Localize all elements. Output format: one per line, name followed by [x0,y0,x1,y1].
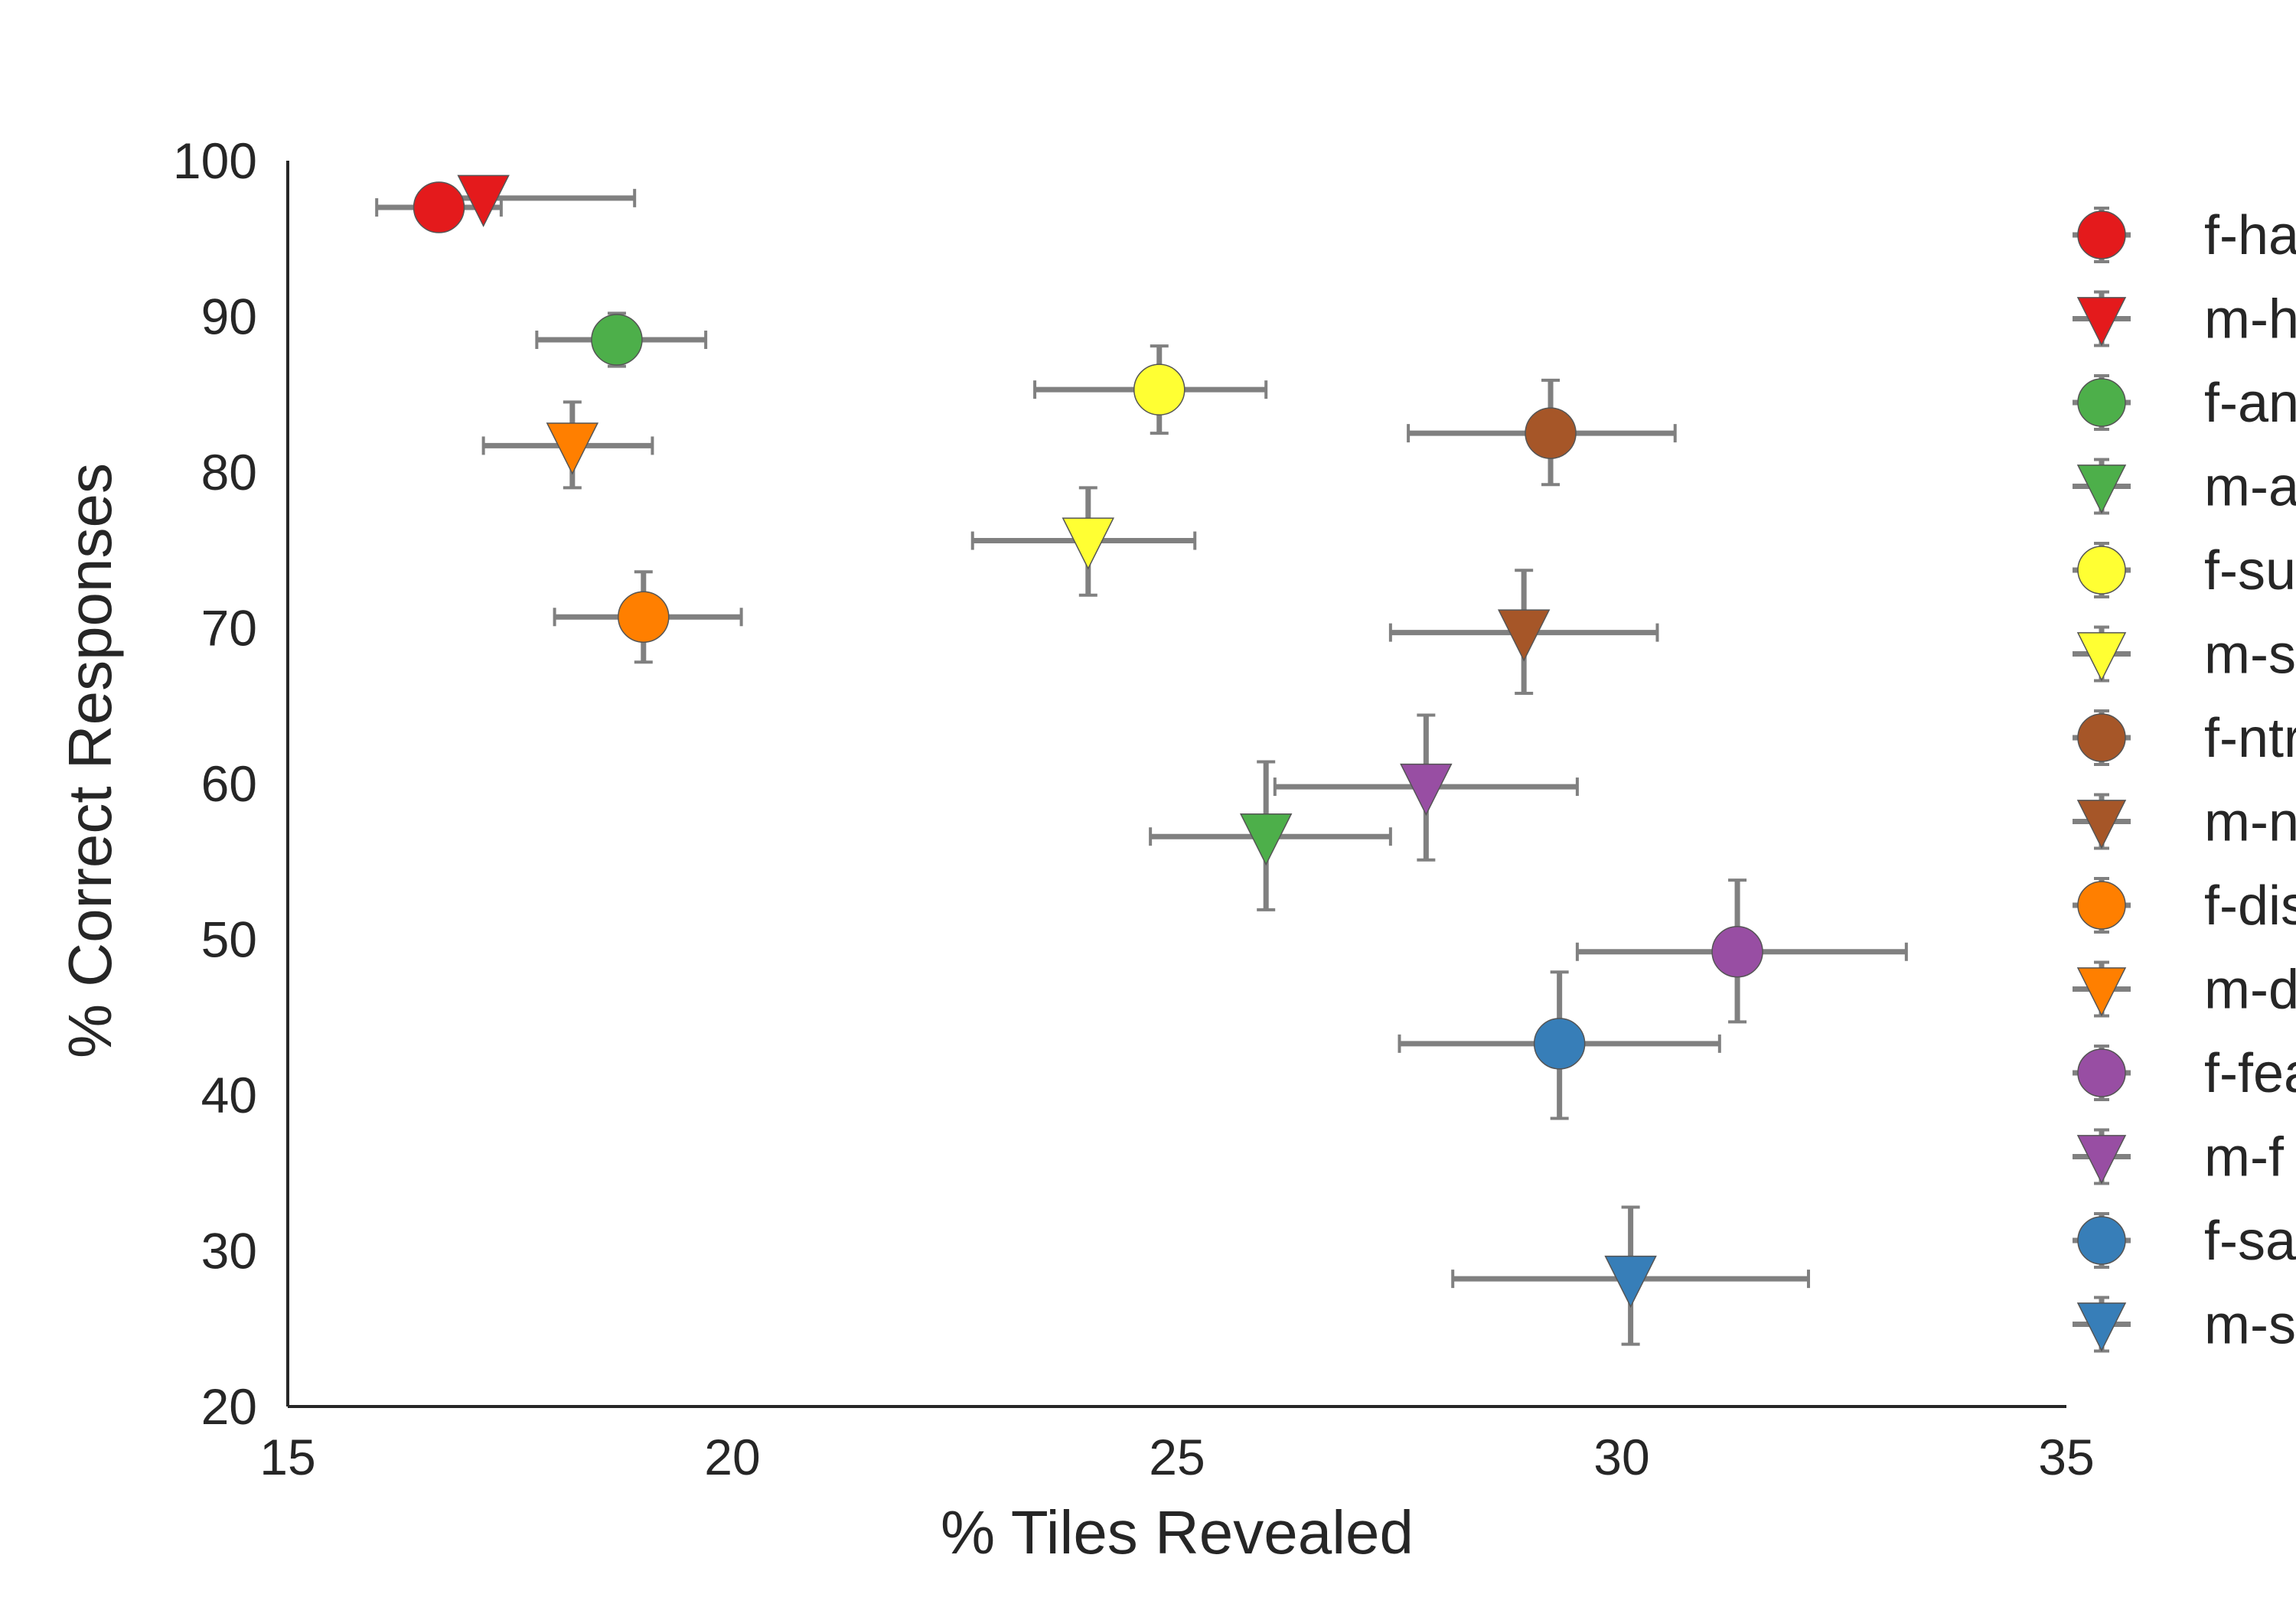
triangle-marker [2076,632,2127,682]
triangle-marker [546,422,599,475]
triangle-marker [1497,609,1551,662]
legend-item: m-f [2073,1127,2285,1188]
triangle-marker [2076,967,2127,1017]
circle-marker [2077,1216,2126,1265]
legend-label: f-an [2204,373,2296,434]
circle-marker [1711,926,1763,978]
y-tick-label: 100 [173,132,257,189]
circle-marker [1533,1018,1586,1070]
legend-item: m-a [2073,457,2296,518]
y-tick-label: 90 [201,288,257,345]
triangle-marker [2076,1135,2127,1185]
y-tick-label: 60 [201,755,257,812]
y-tick-labels: 20 30 40 50 60 70 80 90 100 [173,132,257,1435]
circle-marker [2077,1048,2126,1097]
legend-label: m-d [2204,960,2296,1021]
axes [286,161,2066,1408]
triangle-marker [1604,1255,1657,1309]
legend-label: m-s [2204,624,2296,686]
legend-label: m-s [2204,1295,2296,1356]
circle-marker [1525,407,1577,459]
y-tick-label: 80 [201,444,257,500]
legend-item: m-n [2073,792,2296,853]
legend-item: f-ha [2073,205,2296,266]
x-tick-label: 15 [259,1429,315,1485]
circle-marker [2077,210,2126,259]
triangle-marker [2076,464,2127,514]
triangle-marker [2076,297,2127,347]
legend-label: m-h [2204,289,2296,350]
triangle-marker [2076,1302,2127,1352]
legend-label: f-fea [2204,1043,2296,1104]
legend-label: f-su [2204,540,2296,601]
circle-marker [2077,713,2126,762]
legend-item: m-d [2073,960,2296,1021]
circle-marker [2077,378,2126,427]
circle-marker [2077,881,2126,930]
triangle-marker [457,174,510,227]
legend-label: f-ha [2204,205,2296,266]
circle-marker [2077,546,2126,595]
x-tick-label: 35 [2038,1429,2094,1485]
circle-marker [591,314,643,366]
circle-marker [618,591,670,644]
triangle-marker [1400,763,1453,817]
x-tick-label: 30 [1593,1429,1649,1485]
x-axis-title: % Tiles Revealed [941,1498,1414,1566]
y-tick-label: 70 [201,600,257,657]
triangle-marker [2076,800,2127,849]
legend-item: f-dis [2073,875,2296,937]
legend: f-ha m-h f-an m-a f-su m-s f-ntr m-n f-dis m-d f-f… [2073,205,2296,1356]
x-tick-labels: 15 20 25 30 35 [259,1429,2094,1485]
legend-label: f-ntr [2204,708,2296,769]
legend-item: f-ntr [2073,708,2296,769]
legend-item: f-fea [2073,1043,2296,1104]
y-axis-title: % Correct Responses [56,463,124,1058]
legend-item: m-s [2073,624,2296,686]
legend-label: m-f [2204,1127,2285,1188]
legend-label: f-dis [2204,875,2296,937]
y-tick-label: 40 [201,1067,257,1123]
legend-item: f-an [2073,373,2296,434]
x-tick-label: 20 [704,1429,760,1485]
legend-item: m-s [2073,1295,2296,1356]
legend-item: m-h [2073,289,2296,350]
legend-label: m-a [2204,457,2296,518]
y-tick-label: 30 [201,1223,257,1279]
x-tick-label: 25 [1149,1429,1205,1485]
circle-marker [413,181,465,233]
legend-item: f-sa [2073,1211,2296,1272]
circle-marker [1133,363,1186,416]
legend-label: f-sa [2204,1211,2296,1272]
data-markers [413,174,1763,1309]
y-tick-label: 20 [201,1378,257,1435]
triangle-marker [1239,813,1293,866]
triangle-marker [1062,517,1115,570]
legend-label: m-n [2204,792,2296,853]
legend-item: f-su [2073,540,2296,601]
y-tick-label: 50 [201,911,257,968]
